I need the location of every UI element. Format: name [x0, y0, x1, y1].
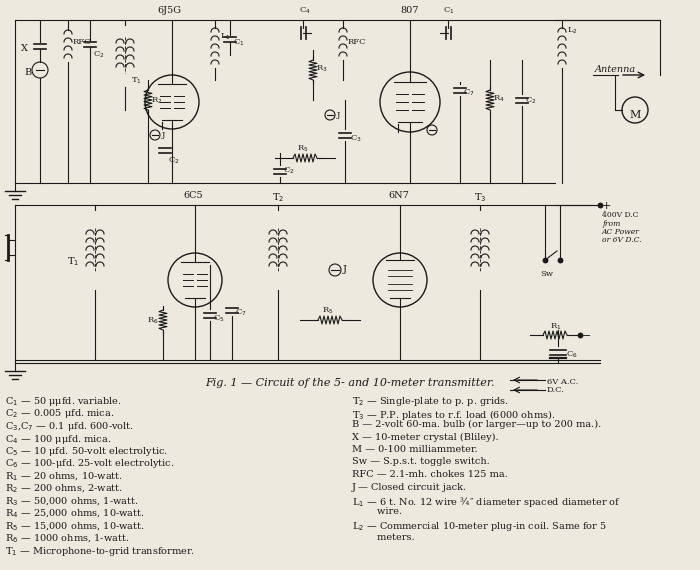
Text: RFC — 2.1-mh. chokes 125 ma.: RFC — 2.1-mh. chokes 125 ma.: [352, 470, 508, 479]
Text: T$_2$: T$_2$: [272, 191, 284, 204]
Text: R$_6$ — 1000 ohms, 1-watt.: R$_6$ — 1000 ohms, 1-watt.: [5, 532, 130, 545]
Text: L$_2$: L$_2$: [567, 25, 577, 35]
Text: or 6V D.C.: or 6V D.C.: [602, 236, 642, 244]
Text: +: +: [602, 201, 611, 211]
Text: R$_5$: R$_5$: [322, 306, 334, 316]
Text: L$_1$ — 6 t. No. 12 wire ¾″ diameter spaced diameter of: L$_1$ — 6 t. No. 12 wire ¾″ diameter spa…: [352, 495, 621, 509]
Text: C$_1$ — 50 μμfd. variable.: C$_1$ — 50 μμfd. variable.: [5, 395, 122, 408]
Text: D.C.: D.C.: [547, 386, 565, 394]
Text: 6N7: 6N7: [388, 191, 409, 200]
Text: C$_3$: C$_3$: [350, 133, 362, 144]
Text: R$_1$: R$_1$: [550, 321, 561, 332]
Text: C$_7$: C$_7$: [235, 308, 246, 319]
Text: R$_6$: R$_6$: [147, 316, 159, 327]
Text: T$_3$: T$_3$: [474, 191, 486, 204]
Text: C$_3$,C$_7$ — 0.1 μfd. 600-volt.: C$_3$,C$_7$ — 0.1 μfd. 600-volt.: [5, 420, 134, 433]
Text: C$_2$: C$_2$: [283, 165, 295, 176]
Text: Sw: Sw: [540, 270, 553, 278]
Text: R$_3$ — 50,000 ohms, 1-watt.: R$_3$ — 50,000 ohms, 1-watt.: [5, 495, 139, 508]
Text: C$_5$ — 10 μfd. 50-volt electrolytic.: C$_5$ — 10 μfd. 50-volt electrolytic.: [5, 445, 168, 458]
Text: T$_2$ — Single-plate to p. p. grids.: T$_2$ — Single-plate to p. p. grids.: [352, 395, 509, 408]
Text: R$_5$ — 15,000 ohms, 10-watt.: R$_5$ — 15,000 ohms, 10-watt.: [5, 520, 145, 532]
Text: L$_1$: L$_1$: [220, 32, 231, 43]
Text: B — 2-volt 60-ma. bulb (or larger—up to 200 ma.).: B — 2-volt 60-ma. bulb (or larger—up to …: [352, 420, 601, 429]
Text: R$_1$ — 20 ohms, 10-watt.: R$_1$ — 20 ohms, 10-watt.: [5, 470, 123, 483]
Text: 6J5G: 6J5G: [157, 6, 181, 15]
Text: 6C5: 6C5: [183, 191, 202, 200]
Text: 400V D.C: 400V D.C: [602, 211, 638, 219]
Text: J: J: [337, 111, 340, 119]
Text: 807: 807: [400, 6, 419, 15]
Text: RFC: RFC: [73, 38, 92, 46]
Text: Fig. 1 — Circuit of the 5- and 10-meter transmitter.: Fig. 1 — Circuit of the 5- and 10-meter …: [205, 378, 495, 388]
Text: Sw — S.p.s.t. toggle switch.: Sw — S.p.s.t. toggle switch.: [352, 458, 490, 466]
Text: −: −: [582, 331, 591, 341]
Text: wire.: wire.: [352, 507, 402, 516]
Text: C$_2$: C$_2$: [525, 96, 537, 107]
Text: J — Closed circuit jack.: J — Closed circuit jack.: [352, 482, 467, 491]
Text: R$_2$ — 200 ohms, 2-watt.: R$_2$ — 200 ohms, 2-watt.: [5, 482, 123, 495]
Text: from: from: [602, 220, 620, 228]
Text: AC Power: AC Power: [602, 228, 640, 236]
Text: C$_4$ — 100 μμfd. mica.: C$_4$ — 100 μμfd. mica.: [5, 433, 111, 446]
Text: C$_5$: C$_5$: [213, 313, 225, 324]
Text: T$_1$ — Microphone-to-grid transformer.: T$_1$ — Microphone-to-grid transformer.: [5, 545, 195, 558]
Text: C$_1$: C$_1$: [443, 6, 454, 17]
Text: X — 10-meter crystal (Bliley).: X — 10-meter crystal (Bliley).: [352, 433, 498, 442]
Text: T$_3$ — P.P. plates to r.f. load (6000 ohms).: T$_3$ — P.P. plates to r.f. load (6000 o…: [352, 408, 555, 421]
Text: Antenna: Antenna: [595, 65, 636, 74]
Text: T$_1$: T$_1$: [131, 75, 142, 86]
Text: R$_2$: R$_2$: [151, 95, 162, 105]
Text: J: J: [162, 131, 165, 139]
Text: RFC: RFC: [348, 38, 367, 46]
Text: C$_6$: C$_6$: [566, 350, 578, 360]
Text: R$_4$: R$_4$: [493, 94, 505, 104]
Text: J: J: [343, 265, 347, 274]
Text: M: M: [629, 110, 641, 120]
Text: C$_6$ — 100-μfd. 25-volt electrolytic.: C$_6$ — 100-μfd. 25-volt electrolytic.: [5, 458, 174, 470]
Text: T$_1$: T$_1$: [67, 255, 79, 268]
Text: C$_2$ — 0.005 μfd. mica.: C$_2$ — 0.005 μfd. mica.: [5, 408, 114, 421]
Text: R$_4$ — 25,000 ohms, 10-watt.: R$_4$ — 25,000 ohms, 10-watt.: [5, 507, 145, 520]
Text: 6V A.C.: 6V A.C.: [547, 378, 578, 386]
Text: C$_7$: C$_7$: [463, 88, 475, 99]
Text: C$_2$: C$_2$: [168, 156, 180, 166]
Text: M — 0-100 milliammeter.: M — 0-100 milliammeter.: [352, 445, 477, 454]
Text: L$_2$ — Commercial 10-meter plug-in coil. Same for 5: L$_2$ — Commercial 10-meter plug-in coil…: [352, 520, 607, 533]
Text: C$_2$: C$_2$: [93, 50, 105, 60]
Text: B: B: [24, 68, 32, 77]
Text: R$_5$: R$_5$: [297, 144, 309, 154]
Text: C$_4$: C$_4$: [299, 6, 311, 17]
Text: C$_1$: C$_1$: [233, 38, 244, 48]
Text: X: X: [21, 44, 28, 53]
Text: meters.: meters.: [352, 532, 414, 541]
Text: R$_3$: R$_3$: [316, 64, 328, 75]
